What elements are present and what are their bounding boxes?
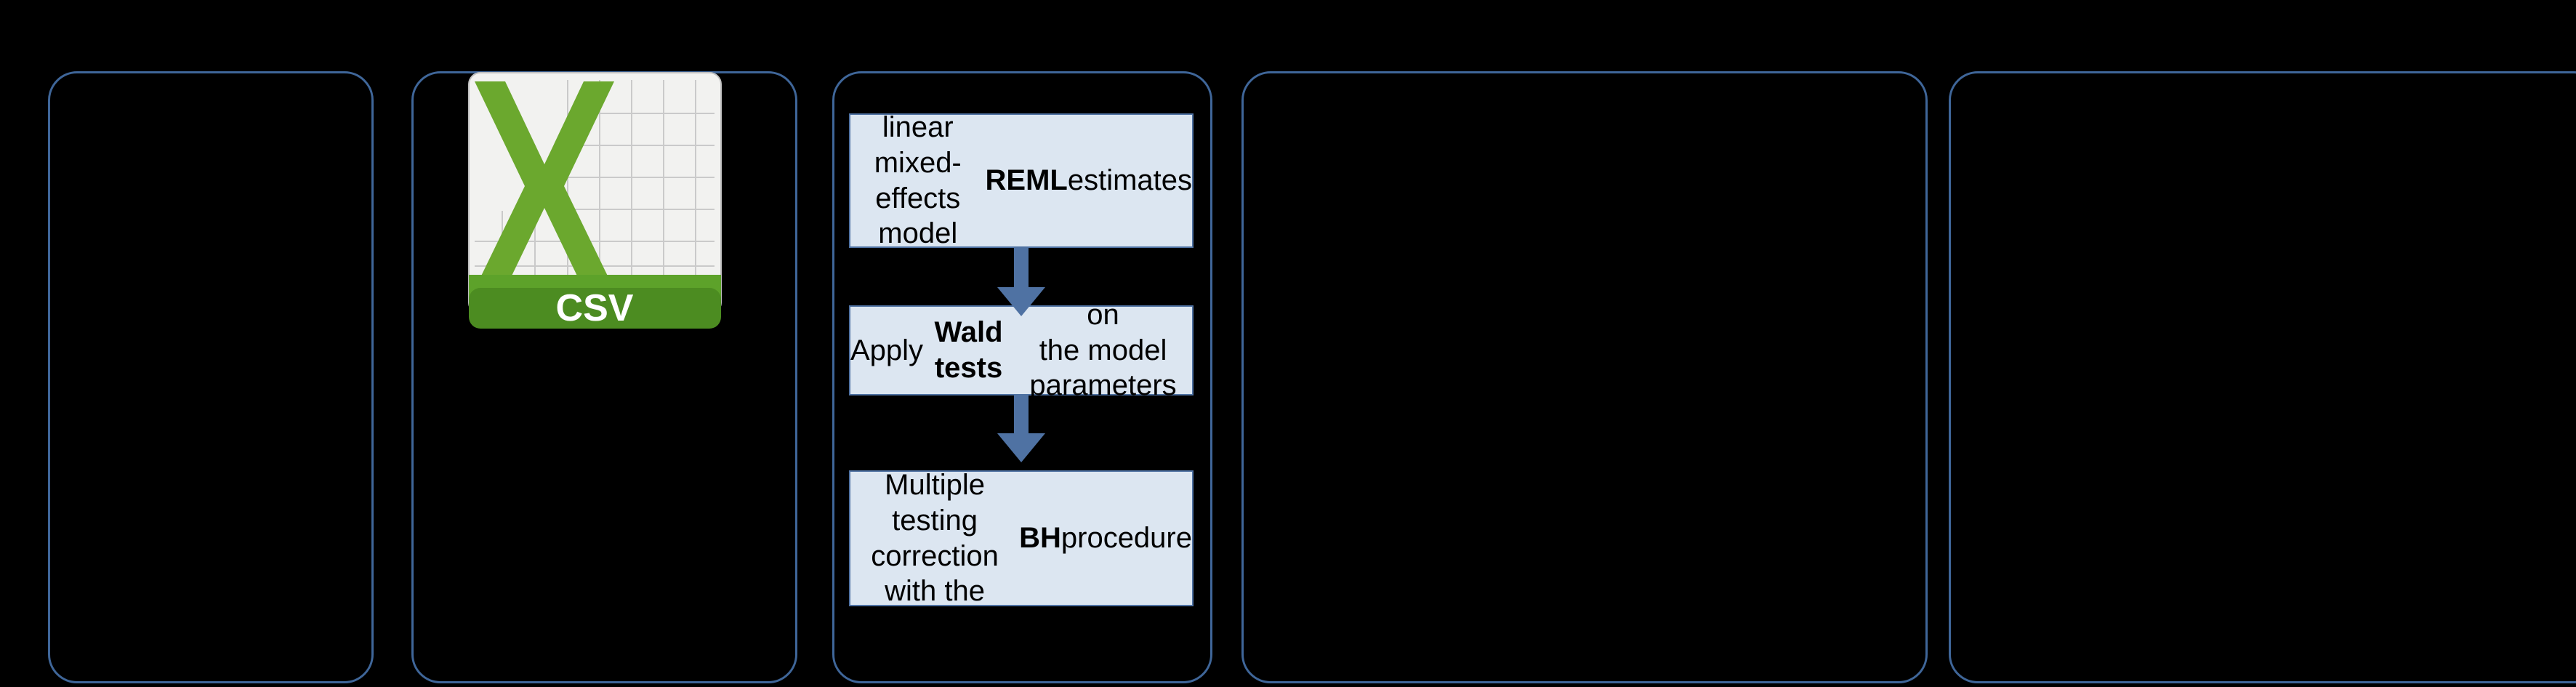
svg-text:CSV: CSV: [556, 287, 634, 329]
